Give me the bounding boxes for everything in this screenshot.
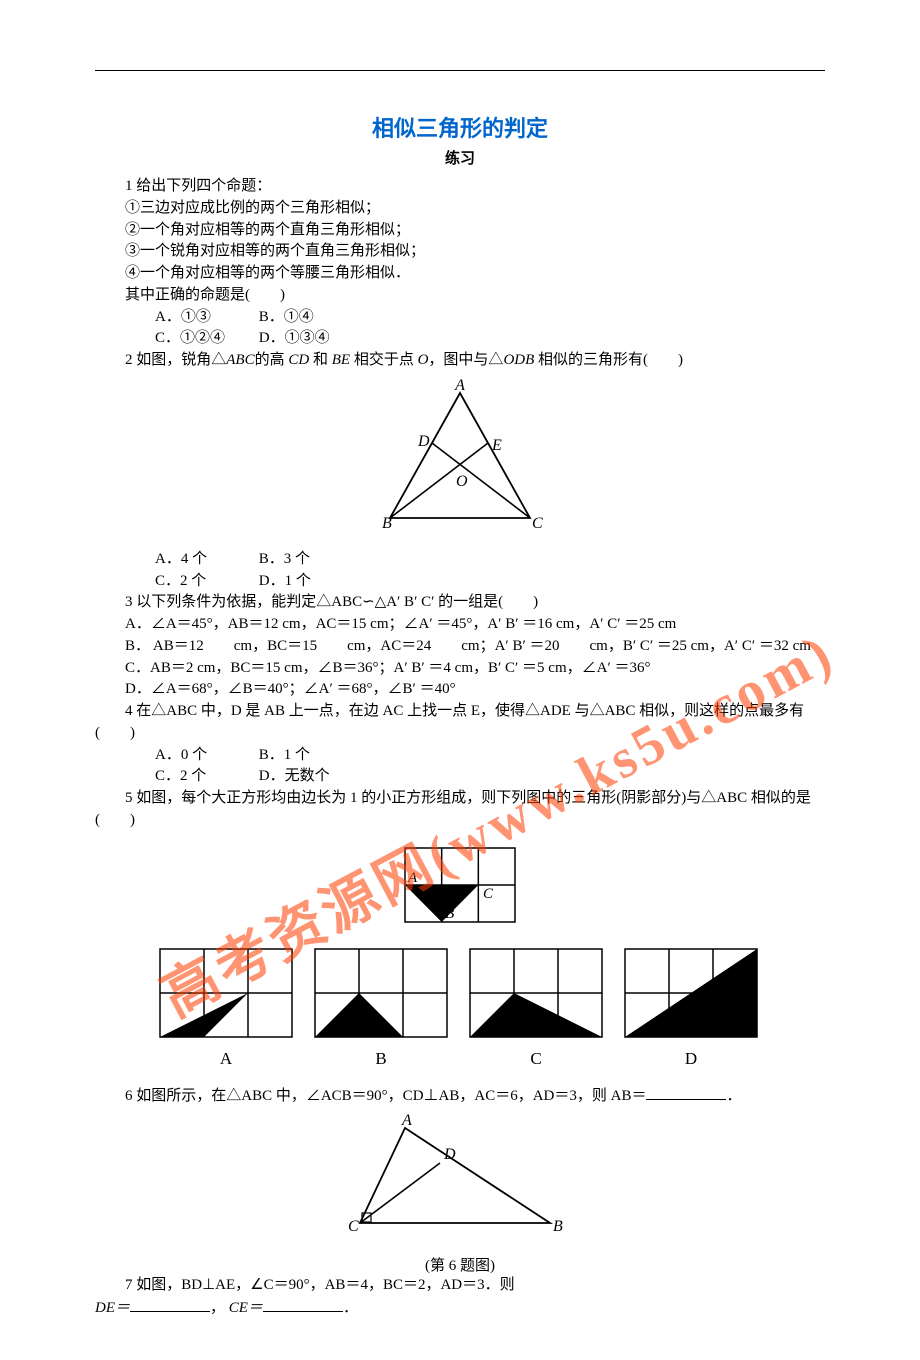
- q7-blank1: [130, 1297, 210, 1312]
- svg-text:D: D: [443, 1146, 456, 1163]
- svg-text:C: C: [483, 886, 494, 902]
- q7-de: DE＝: [95, 1300, 130, 1316]
- q1-opts-row2: C．①②④ D．①③④: [95, 328, 825, 350]
- q2-opts-row1: A．4 个 B．3 个: [95, 549, 825, 571]
- q2-figure: A B C D E O: [95, 378, 825, 543]
- q5-options-figure: A B: [95, 944, 825, 1079]
- q4-optA: A．0 个: [125, 745, 255, 767]
- q2-opts-row2: C．2 个 D．1 个: [95, 571, 825, 593]
- svg-text:A: A: [407, 870, 418, 886]
- q2-odb: ODB: [503, 352, 538, 368]
- q7-period: ．: [343, 1300, 358, 1316]
- q2-t2: 的高: [255, 352, 285, 368]
- svg-text:C: C: [348, 1218, 359, 1235]
- q7-blank2: [263, 1297, 343, 1312]
- page-title: 相似三角形的判定: [95, 111, 825, 143]
- q1-optA: A．①③: [125, 307, 255, 329]
- q1-optC: C．①②④: [125, 328, 255, 350]
- svg-text:O: O: [456, 473, 468, 490]
- svg-text:E: E: [491, 437, 502, 454]
- svg-text:C: C: [530, 1049, 541, 1068]
- svg-text:B: B: [553, 1218, 563, 1235]
- svg-text:B: B: [382, 515, 392, 532]
- q2-optB: B．3 个: [259, 551, 310, 567]
- q2-t1: 2 如图，锐角△: [125, 352, 226, 368]
- q3-optA: A．∠A＝45°，AB＝12 cm，AC＝15 cm；∠A′ ＝45°，A′ B…: [95, 614, 825, 636]
- svg-text:B: B: [375, 1049, 386, 1068]
- q3-optB: B． AB＝12 cm，BC＝15 cm，AC＝24 cm；A′ B′ ＝20 …: [95, 636, 825, 658]
- svg-text:D: D: [417, 433, 430, 450]
- q2-t3: 和: [313, 352, 328, 368]
- svg-text:A: A: [454, 378, 465, 394]
- q4-optD: D．无数个: [259, 768, 330, 784]
- q7-blanks: DE＝ ， CE＝ ．: [95, 1297, 825, 1320]
- q2-optC: C．2 个: [125, 571, 255, 593]
- q3-stem: 3 以下列条件为依据，能判定△ABC∽△A′ B′ C′ 的一组是( ): [95, 592, 825, 614]
- q2-optD: D．1 个: [259, 573, 311, 589]
- q2-stem: 2 如图，锐角△ABC的高 CD 和 BE 相交于点 O，图中与△ODB 相似的…: [95, 350, 825, 372]
- q1-tail: 其中正确的命题是( ): [95, 285, 825, 307]
- svg-text:B: B: [445, 906, 454, 922]
- q1-s2: ②一个角对应相等的两个直角三角形相似；: [95, 220, 825, 242]
- q6-stem: 6 如图所示，在△ABC 中，∠ACB＝90°，CD⊥AB，AC＝6，AD＝3，…: [95, 1085, 825, 1108]
- q2-cd: CD: [285, 352, 313, 368]
- q7-comma: ，: [210, 1300, 225, 1316]
- q3-optD: D．∠A＝68°，∠B＝40°；∠A′ ＝68°，∠B′ ＝40°: [95, 679, 825, 701]
- q7-ce: CE＝: [229, 1300, 263, 1316]
- q1-opts-row1: A．①③ B．①④: [95, 307, 825, 329]
- q5-stem: 5 如图，每个大正方形均由边长为 1 的小正方形组成，则下列图中的三角形(阴影部…: [95, 788, 825, 832]
- svg-text:C: C: [532, 515, 543, 532]
- q2-o: O: [414, 352, 429, 368]
- q2-t5: ，图中与△: [428, 352, 503, 368]
- q2-be: BE: [328, 352, 354, 368]
- q5-top-figure: A B C: [95, 838, 825, 938]
- q7-stem: 7 如图，BD⊥AE，∠C＝90°，AB＝4，BC＝2，AD＝3．则: [95, 1275, 825, 1297]
- q4-stem: 4 在△ABC 中，D 是 AB 上一点，在边 AC 上找一点 E，使得△ADE…: [95, 701, 825, 745]
- q1-optB: B．①④: [259, 309, 314, 325]
- q4-opts-row2: C．2 个 D．无数个: [95, 766, 825, 788]
- q6-caption: (第 6 题图): [95, 1254, 825, 1275]
- svg-text:A: A: [401, 1113, 412, 1129]
- q2-t6: 相似的三角形有( ): [538, 352, 683, 368]
- q3-optC: C．AB＝2 cm，BC＝15 cm，∠B＝36°；A′ B′ ＝4 cm，B′…: [95, 658, 825, 680]
- top-rule: [95, 70, 825, 71]
- q6-period: ．: [726, 1088, 741, 1104]
- q4-opts-row1: A．0 个 B．1 个: [95, 745, 825, 767]
- q1-s1: ①三边对应成比例的两个三角形相似；: [95, 198, 825, 220]
- q2-optA: A．4 个: [125, 549, 255, 571]
- q6-figure: A B C D: [95, 1113, 825, 1248]
- svg-text:A: A: [220, 1049, 233, 1068]
- q1-stem: 1 给出下列四个命题：: [95, 176, 825, 198]
- page-subtitle: 练习: [95, 147, 825, 168]
- q1-s3: ③一个锐角对应相等的两个直角三角形相似；: [95, 241, 825, 263]
- q6-text: 6 如图所示，在△ABC 中，∠ACB＝90°，CD⊥AB，AC＝6，AD＝3，…: [125, 1088, 646, 1104]
- q2-abc: ABC: [226, 352, 254, 368]
- q4-optB: B．1 个: [259, 747, 310, 763]
- q1-optD: D．①③④: [259, 330, 330, 346]
- q1-s4: ④一个角对应相等的两个等腰三角形相似．: [95, 263, 825, 285]
- q4-optC: C．2 个: [125, 766, 255, 788]
- q6-blank: [646, 1085, 726, 1100]
- q2-t4: 相交于点: [354, 352, 414, 368]
- svg-text:D: D: [685, 1049, 697, 1068]
